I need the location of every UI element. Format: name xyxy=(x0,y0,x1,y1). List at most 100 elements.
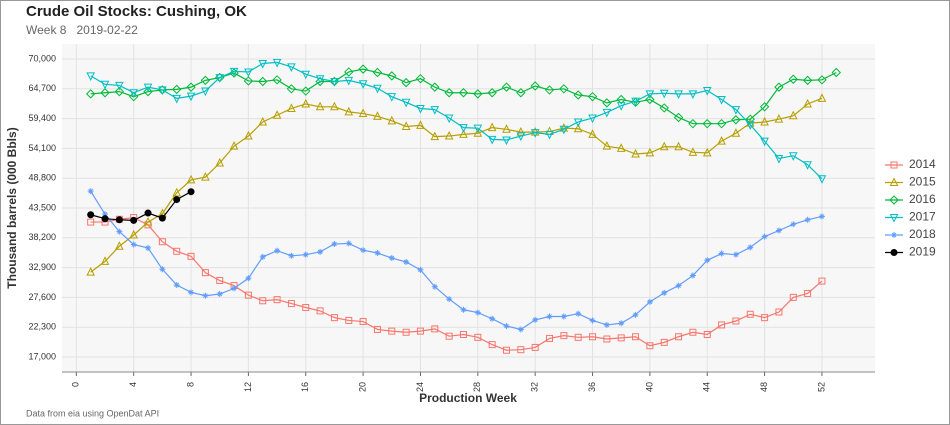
marker xyxy=(775,308,783,316)
marker xyxy=(673,112,684,123)
y-tick-label: 22,300 xyxy=(28,322,56,332)
marker xyxy=(473,128,483,137)
marker xyxy=(172,94,182,104)
marker xyxy=(718,321,726,329)
marker xyxy=(272,110,282,119)
marker xyxy=(172,84,182,95)
y-tick-label: 48,800 xyxy=(28,173,56,183)
marker xyxy=(616,102,626,111)
marker xyxy=(387,71,397,81)
marker xyxy=(188,289,195,296)
y-tick-label: 38,200 xyxy=(28,232,56,242)
marker xyxy=(143,83,153,93)
x-tick-label: 8 xyxy=(185,382,195,387)
legend-marker xyxy=(889,214,899,223)
marker xyxy=(675,282,682,289)
marker xyxy=(173,196,181,204)
marker xyxy=(187,252,195,260)
marker xyxy=(587,91,598,102)
marker xyxy=(573,123,583,133)
marker xyxy=(745,114,755,124)
marker xyxy=(287,63,296,73)
marker xyxy=(100,88,110,98)
marker xyxy=(760,137,769,147)
marker xyxy=(344,106,354,116)
marker xyxy=(245,275,252,282)
marker xyxy=(675,333,683,341)
marker xyxy=(802,75,813,86)
marker xyxy=(186,174,196,184)
series-line xyxy=(90,97,823,273)
marker xyxy=(716,118,727,129)
marker xyxy=(602,141,612,150)
marker xyxy=(128,91,139,102)
marker xyxy=(301,98,311,108)
marker xyxy=(416,120,425,129)
x-axis-label: Production Week xyxy=(419,391,517,405)
marker xyxy=(645,90,655,99)
marker xyxy=(358,64,368,74)
marker xyxy=(143,216,153,226)
marker xyxy=(186,92,196,102)
marker xyxy=(546,313,553,320)
marker xyxy=(804,289,812,297)
marker xyxy=(243,76,254,86)
marker xyxy=(444,114,454,124)
marker xyxy=(272,58,282,68)
y-tick-label: 43,500 xyxy=(28,202,56,212)
marker xyxy=(215,157,225,167)
marker xyxy=(416,104,425,114)
marker xyxy=(516,126,526,136)
marker xyxy=(588,114,597,124)
marker xyxy=(817,93,827,102)
y-tick-label: 59,400 xyxy=(28,113,56,123)
marker xyxy=(702,118,712,129)
marker xyxy=(259,297,267,305)
marker xyxy=(431,283,438,290)
marker xyxy=(86,266,95,276)
marker xyxy=(704,257,711,264)
marker xyxy=(731,115,741,125)
marker xyxy=(617,334,625,342)
marker xyxy=(445,332,453,340)
marker xyxy=(446,296,453,303)
marker xyxy=(517,326,524,333)
marker xyxy=(789,293,797,301)
marker xyxy=(216,277,224,285)
marker xyxy=(403,258,410,265)
marker xyxy=(301,86,311,96)
marker xyxy=(86,72,95,81)
marker xyxy=(360,247,367,254)
marker xyxy=(545,130,554,140)
marker xyxy=(173,282,180,289)
marker xyxy=(201,269,209,277)
marker xyxy=(200,75,211,86)
marker xyxy=(689,272,696,279)
marker xyxy=(602,108,612,118)
marker xyxy=(430,82,440,92)
marker xyxy=(115,241,124,250)
marker xyxy=(315,101,325,111)
marker xyxy=(458,88,469,98)
marker xyxy=(444,130,454,140)
marker xyxy=(388,255,395,262)
marker xyxy=(373,84,382,94)
marker xyxy=(645,94,655,105)
marker xyxy=(301,70,311,80)
marker xyxy=(344,67,354,77)
marker xyxy=(258,76,268,87)
marker xyxy=(244,68,253,78)
marker xyxy=(574,333,582,341)
marker xyxy=(660,338,668,346)
x-tick-label: 32 xyxy=(530,382,540,392)
marker xyxy=(646,342,654,350)
marker xyxy=(502,346,510,354)
marker xyxy=(546,334,554,342)
marker xyxy=(388,327,396,335)
marker xyxy=(416,327,424,335)
legend-label: 2016 xyxy=(909,192,936,206)
y-axis-label: Thousand barrels (000 Bbls) xyxy=(5,127,19,288)
marker xyxy=(774,155,784,164)
marker xyxy=(659,103,669,113)
marker xyxy=(415,73,426,84)
